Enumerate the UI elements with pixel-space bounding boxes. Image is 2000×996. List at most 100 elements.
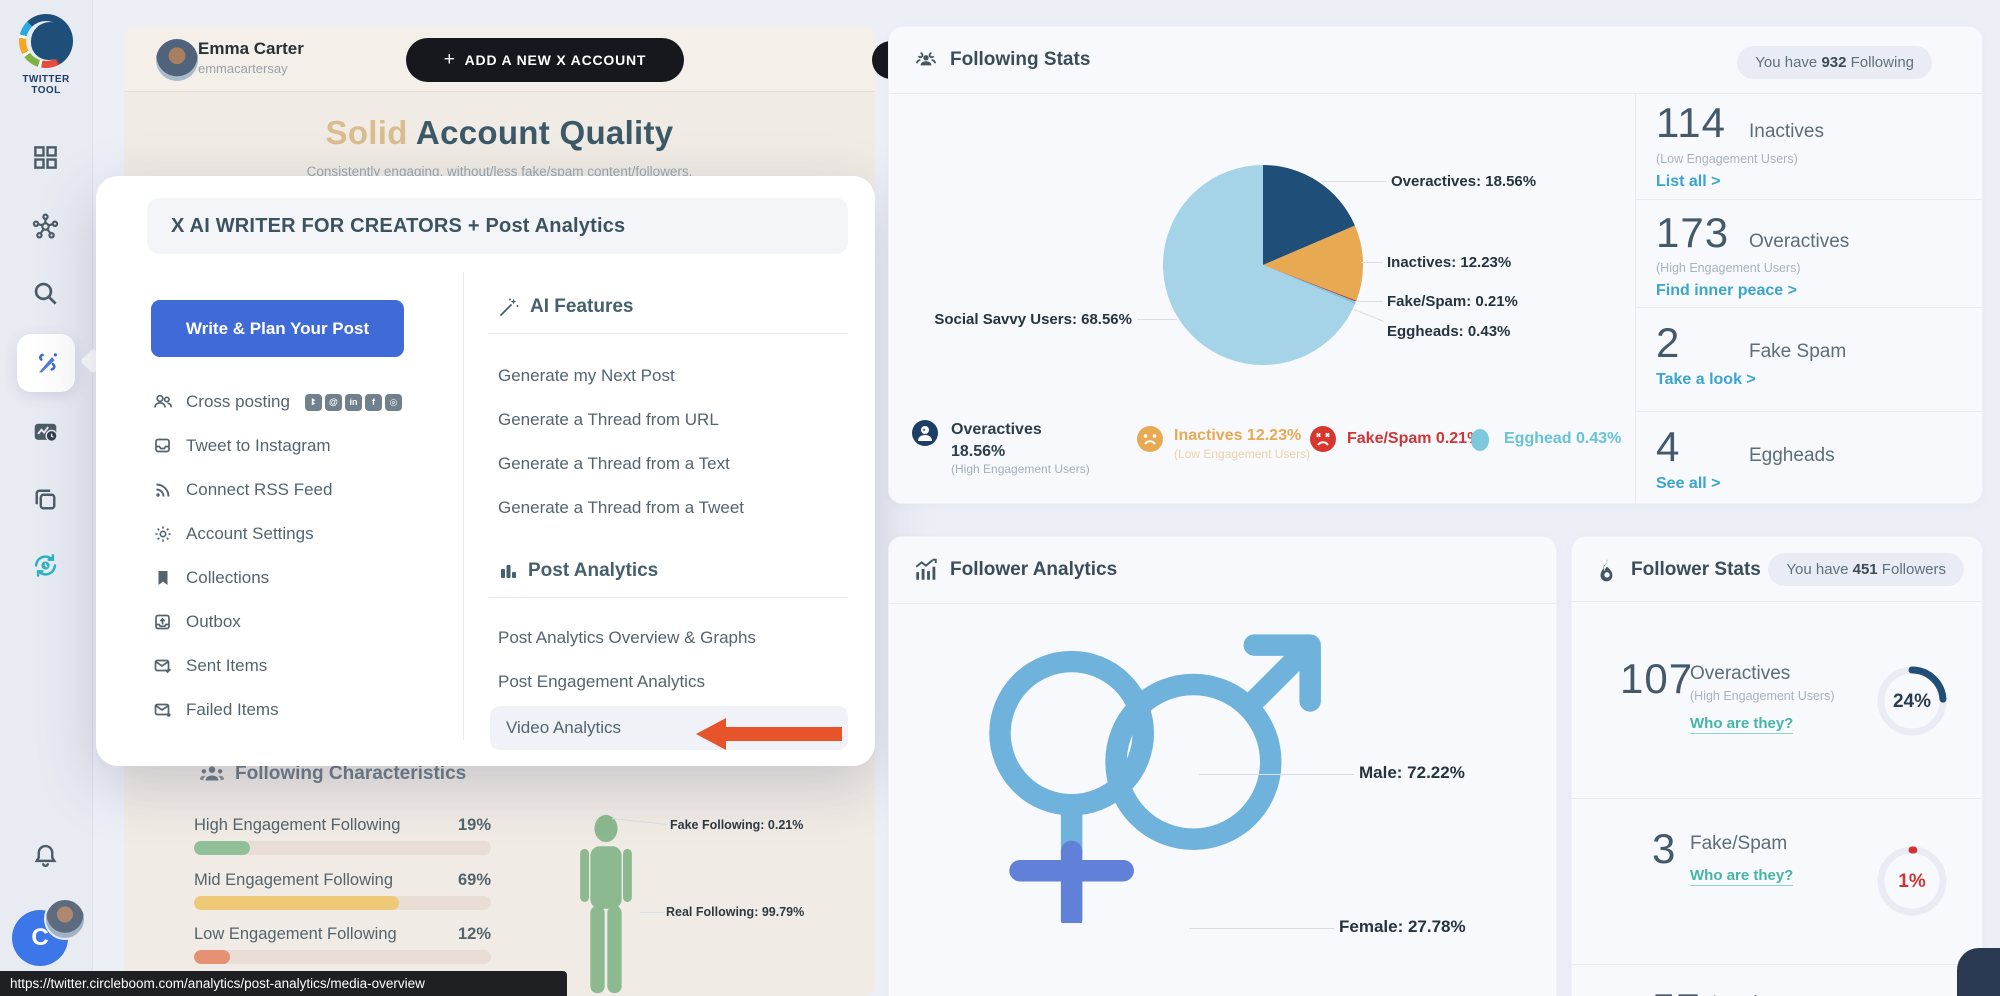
stat-value: 173 xyxy=(1656,209,1730,256)
browser-status-bar: https://twitter.circleboom.com/analytics… xyxy=(0,971,567,996)
flame-icon xyxy=(1600,559,1613,582)
pie-slice-overactives xyxy=(1263,165,1355,265)
menu-item-outbox[interactable]: Outbox xyxy=(153,605,453,639)
bar-fill xyxy=(194,896,399,910)
menu-item-tweet-to-instagram[interactable]: Tweet to Instagram xyxy=(153,429,453,463)
sidebar-item-media-analytics[interactable] xyxy=(25,412,65,452)
pie-callout-savvy: Social Savvy Users: 68.56% xyxy=(934,311,1132,328)
inactives-sad-face-icon xyxy=(1137,426,1163,452)
legend-item-inactives: Inactives 12.23% (Low Engagement Users) xyxy=(1136,425,1310,461)
find-inner-peace-link[interactable]: Find inner peace > xyxy=(1656,282,1797,299)
stat-label: Inactives xyxy=(1712,993,1787,996)
stat-sublabel: (High Engagement Users) xyxy=(1656,261,1801,275)
menu-item-thread-from-tweet[interactable]: Generate a Thread from a Tweet xyxy=(498,498,745,517)
mail-failed-icon xyxy=(154,703,171,717)
sidebar-item-schedule[interactable] xyxy=(25,545,65,585)
write-plan-post-button[interactable]: Write & Plan Your Post xyxy=(151,300,404,357)
overactives-donut: 24% xyxy=(1876,665,1948,737)
logo-label: TWITTER TOOL xyxy=(22,74,70,96)
real-following-person-figure xyxy=(580,814,632,994)
bar-track xyxy=(194,896,491,910)
following-stats-panel: Following Stats You have 932 Following O… xyxy=(888,26,1984,505)
gear-icon xyxy=(155,526,171,542)
gender-symbols-graphic xyxy=(989,634,1321,923)
sidebar-item-collections[interactable] xyxy=(25,479,65,519)
magic-wand-icon xyxy=(500,298,519,316)
add-account-button[interactable]: + ADD A NEW X ACCOUNT xyxy=(406,38,684,82)
menu-item-thread-from-text[interactable]: Generate a Thread from a Text xyxy=(498,454,730,473)
divider xyxy=(463,272,464,740)
profile-name: Emma Carter xyxy=(198,39,304,58)
stat-value: 114 xyxy=(1656,99,1726,146)
list-all-link[interactable]: List all > xyxy=(1656,173,1721,190)
app-logo[interactable]: TWITTER TOOL xyxy=(16,14,76,96)
menu-item-post-analytics-overview[interactable]: Post Analytics Overview & Graphs xyxy=(498,628,756,647)
sidebar-item-create-post-active[interactable] xyxy=(17,334,75,392)
linkedin-icon: in xyxy=(344,393,362,411)
following-characteristics-header: Following Characteristics xyxy=(199,761,466,787)
bell-icon xyxy=(34,844,56,867)
chat-widget-button[interactable] xyxy=(1957,948,2000,996)
menu-item-account-settings[interactable]: Account Settings xyxy=(153,517,453,551)
pen-sparkle-icon xyxy=(39,353,57,373)
fake-spam-face-icon xyxy=(1310,426,1336,452)
post-analytics-header: Post Analytics xyxy=(498,560,658,582)
cross-posting-networks: ꔪ @ in f ◎ xyxy=(304,393,402,411)
user-avatar[interactable] xyxy=(44,898,86,940)
bar-value: 69% xyxy=(457,871,491,889)
donut-percent: 24% xyxy=(1892,691,1932,712)
leader-line xyxy=(1355,301,1383,302)
notifications-bell[interactable] xyxy=(25,835,65,875)
bar-chart-icon xyxy=(501,565,516,578)
bookmark-icon xyxy=(158,571,168,585)
bar-label: Low Engagement Following xyxy=(194,925,397,943)
stat-value: 2 xyxy=(1656,319,1681,366)
see-all-link[interactable]: See all > xyxy=(1656,475,1721,492)
divider xyxy=(1635,93,1636,505)
leader-line xyxy=(1189,928,1334,929)
profile-handle: emmacartersay xyxy=(198,61,288,76)
divider xyxy=(1572,798,1982,799)
menu-item-cross-posting[interactable]: Cross posting ꔪ @ in f ◎ xyxy=(153,385,453,419)
who-are-they-link[interactable]: Who are they? xyxy=(1690,867,1794,886)
profile-identity: Emma Carter emmacartersay xyxy=(198,29,368,89)
menu-item-failed-items[interactable]: Failed Items xyxy=(153,693,453,727)
profile-avatar[interactable] xyxy=(156,39,198,81)
divider xyxy=(1635,307,1984,308)
stat-label: Overactives xyxy=(1690,663,1791,684)
mail-sent-icon xyxy=(154,659,172,674)
stat-label: Eggheads xyxy=(1749,445,1835,466)
stat-value: 4 xyxy=(1656,423,1681,470)
outbox-icon xyxy=(155,614,170,630)
pie-slice-fake-spam xyxy=(1263,265,1357,302)
menu-item-connect-rss[interactable]: Connect RSS Feed xyxy=(153,473,453,507)
leader-line xyxy=(1199,774,1354,775)
menu-item-sent-items[interactable]: Sent Items xyxy=(153,649,453,683)
sidebar: TWITTER TOOL C xyxy=(0,0,106,996)
bar-label: High Engagement Following xyxy=(194,816,401,834)
following-stats-title: Following Stats xyxy=(950,49,1091,70)
pie-callout-overactives: Overactives: 18.56% xyxy=(1391,173,1537,190)
stat-sublabel: (High Engagement Users) xyxy=(1690,689,1835,703)
leader-line xyxy=(1361,262,1383,263)
leader-line xyxy=(640,912,664,913)
menu-item-generate-next-post[interactable]: Generate my Next Post xyxy=(498,366,675,385)
menu-item-collections[interactable]: Collections xyxy=(153,561,453,595)
egghead-egg-icon xyxy=(1471,429,1489,451)
take-a-look-link[interactable]: Take a look > xyxy=(1656,371,1756,388)
writer-popup: X AI WRITER FOR CREATORS + Post Analytic… xyxy=(96,176,875,766)
sidebar-item-search[interactable] xyxy=(25,273,65,313)
bluesky-icon: ꔪ xyxy=(304,393,322,411)
menu-item-thread-from-url[interactable]: Generate a Thread from URL xyxy=(498,410,719,429)
menu-item-post-engagement-analytics[interactable]: Post Engagement Analytics xyxy=(498,672,705,691)
sidebar-item-connections[interactable] xyxy=(25,206,65,246)
menu-item-video-analytics[interactable]: Video Analytics xyxy=(490,706,848,750)
account-quality-title: Solid Account Quality xyxy=(325,114,674,151)
bar-value: 12% xyxy=(457,925,491,943)
divider xyxy=(488,597,848,598)
leader-line xyxy=(1137,319,1177,320)
sidebar-item-dashboard[interactable] xyxy=(25,137,65,177)
follower-stats-panel: Follower Stats You have 451 Followers 10… xyxy=(1571,536,1983,996)
bar-value: 19% xyxy=(457,816,491,834)
who-are-they-link[interactable]: Who are they? xyxy=(1690,715,1794,734)
